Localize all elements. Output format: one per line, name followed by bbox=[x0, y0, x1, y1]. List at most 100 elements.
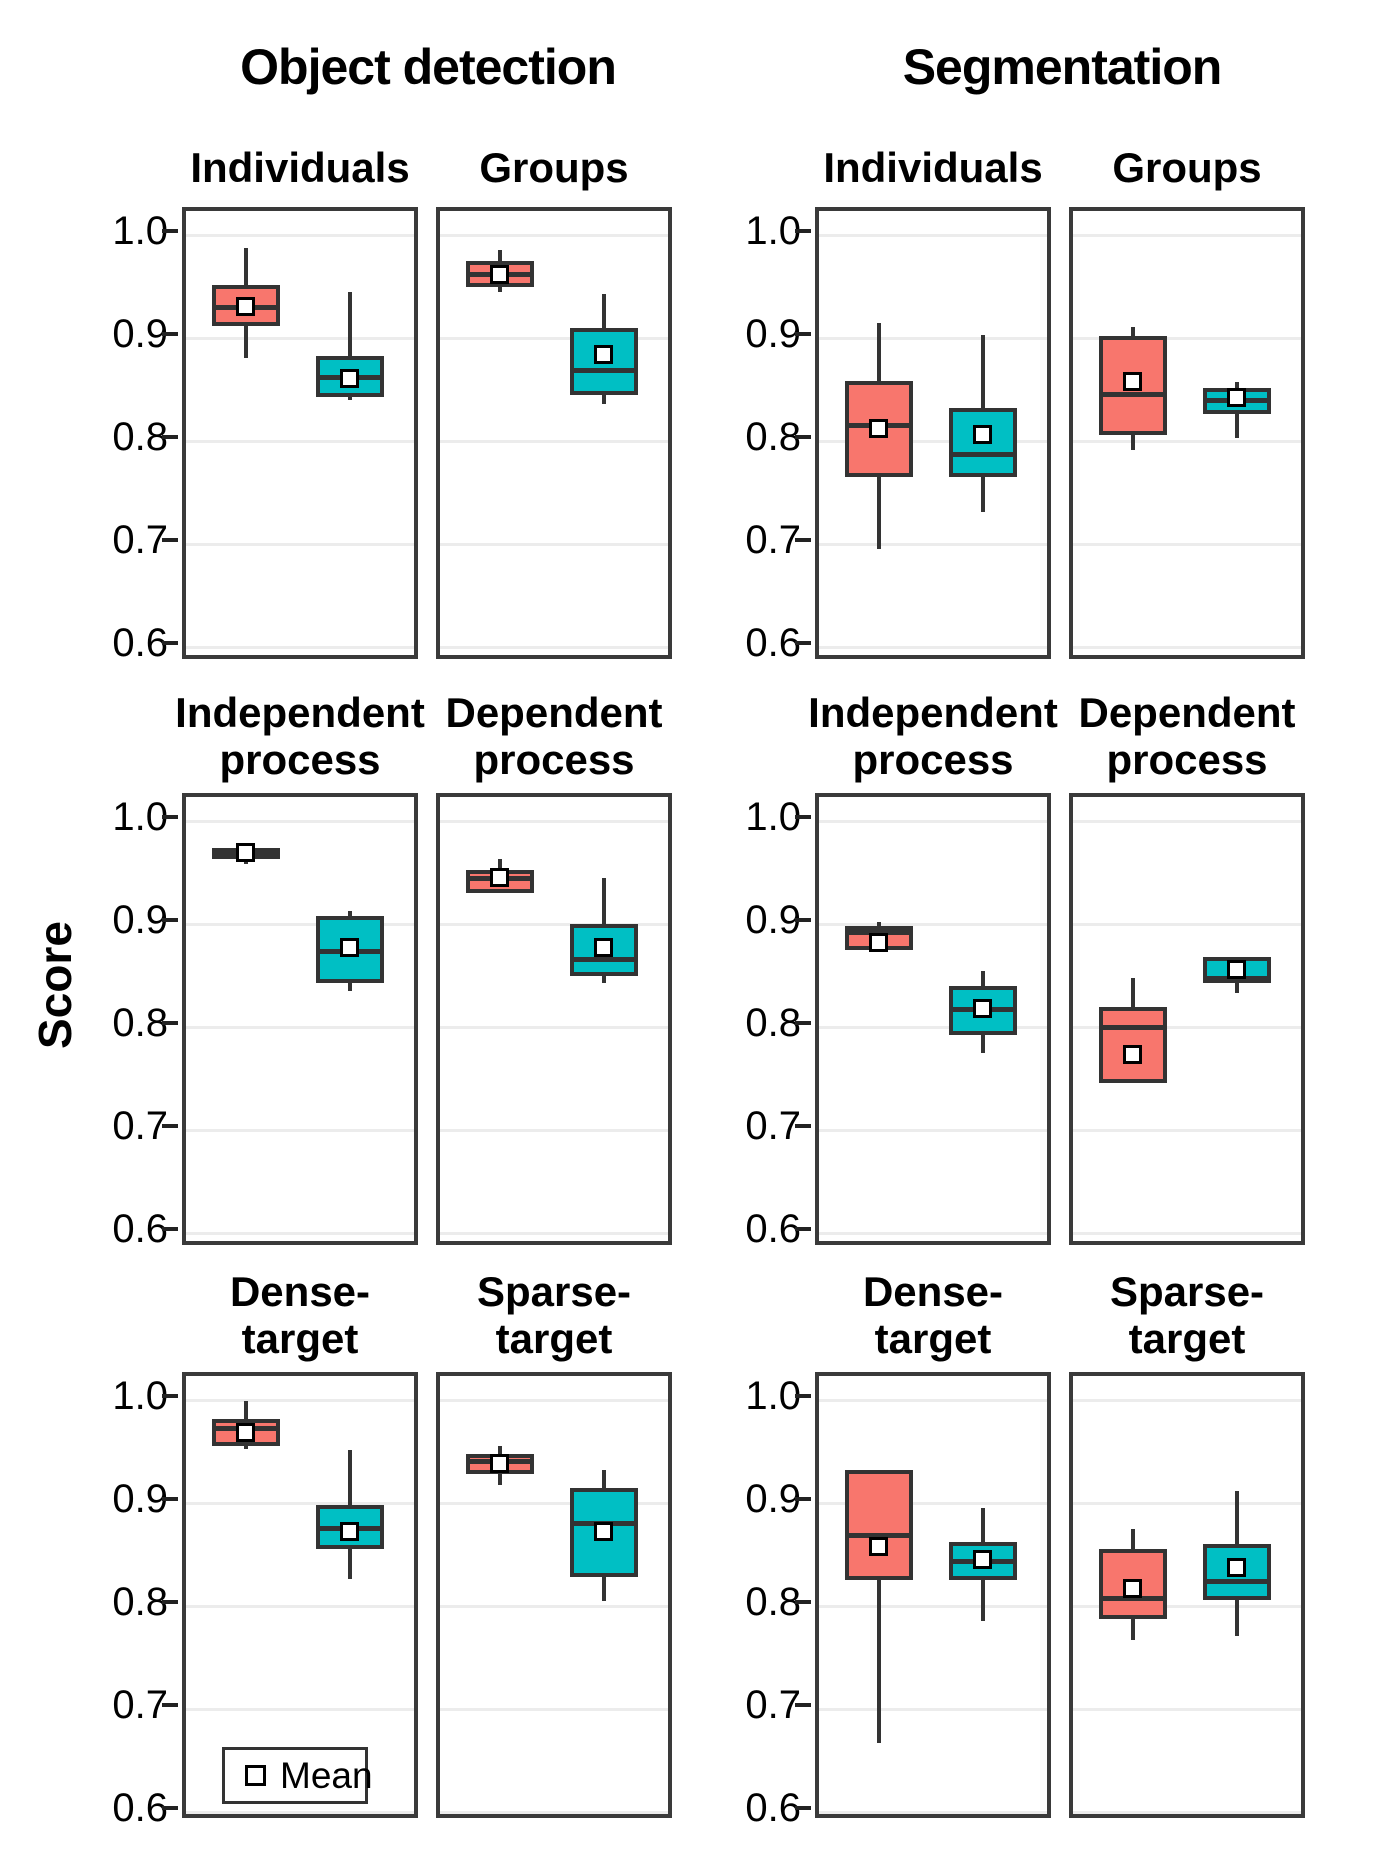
mean-marker-teal bbox=[594, 344, 614, 364]
gridline bbox=[819, 1810, 1047, 1814]
y-axis-tick bbox=[795, 1806, 811, 1810]
gridline bbox=[186, 1231, 414, 1235]
mean-marker-red bbox=[1123, 1045, 1143, 1065]
median-line-teal bbox=[948, 451, 1017, 457]
gridline bbox=[1073, 645, 1301, 649]
panel-segmentation-sparse-target bbox=[1069, 1372, 1305, 1818]
mean-marker-red bbox=[236, 843, 256, 863]
panel-title-independent-process: Independent process bbox=[175, 689, 425, 783]
gridline bbox=[440, 439, 668, 443]
y-axis-tick bbox=[162, 1394, 178, 1398]
gridline bbox=[440, 1398, 668, 1402]
panel-title-line: Individuals bbox=[190, 144, 410, 191]
gridline bbox=[440, 1604, 668, 1608]
panel-object-detection-groups bbox=[436, 207, 672, 659]
gridline bbox=[819, 1707, 1047, 1711]
gridline bbox=[819, 1025, 1047, 1029]
gridline bbox=[819, 645, 1047, 649]
y-axis-tick bbox=[162, 1703, 178, 1707]
gridline bbox=[440, 1501, 668, 1505]
panel-title-sparse-target: Sparse-target bbox=[1110, 1268, 1264, 1362]
y-axis-tick bbox=[162, 815, 178, 819]
y-tick-label: 0.8 bbox=[112, 415, 168, 459]
box-red bbox=[844, 1470, 913, 1581]
gridline bbox=[1073, 1810, 1301, 1814]
mean-marker-teal bbox=[1227, 1558, 1247, 1578]
y-tick-label: 0.8 bbox=[112, 1001, 168, 1045]
gridline bbox=[819, 542, 1047, 546]
gridline bbox=[440, 645, 668, 649]
gridline bbox=[1073, 1231, 1301, 1235]
y-tick-label: 0.9 bbox=[745, 1477, 801, 1521]
gridline bbox=[819, 1501, 1047, 1505]
mean-marker-teal bbox=[1227, 959, 1247, 979]
gridline bbox=[819, 233, 1047, 237]
panel-object-detection-dense-target bbox=[162, 1372, 418, 1818]
panel-title-groups: Groups bbox=[1112, 144, 1261, 191]
mean-marker-red bbox=[869, 1536, 889, 1556]
gridline bbox=[819, 1231, 1047, 1235]
panel-title-line: target bbox=[1128, 1315, 1246, 1362]
y-axis-tick bbox=[162, 1227, 178, 1231]
gridline bbox=[186, 1810, 414, 1814]
y-tick-label: 1.0 bbox=[745, 795, 801, 839]
panel-segmentation-individuals bbox=[795, 207, 1051, 659]
y-axis-tick bbox=[162, 538, 178, 542]
panel-title-sparse-target: Sparse-target bbox=[477, 1268, 631, 1362]
mean-marker-teal bbox=[594, 938, 614, 958]
gridline bbox=[819, 1128, 1047, 1132]
gridline bbox=[186, 645, 414, 649]
y-tick-label: 0.9 bbox=[112, 312, 168, 356]
whisker-red bbox=[876, 1470, 881, 1743]
y-tick-label: 0.9 bbox=[745, 898, 801, 942]
y-axis-tick bbox=[795, 641, 811, 645]
panel-title-individuals: Individuals bbox=[190, 144, 409, 191]
mean-marker-teal bbox=[340, 1522, 360, 1542]
panel-title-dense-target: Dense-target bbox=[230, 1268, 370, 1362]
gridline bbox=[819, 336, 1047, 340]
gridline bbox=[1073, 1501, 1301, 1505]
panel-segmentation-dense-target bbox=[795, 1372, 1051, 1818]
panel-title-individuals: Individuals bbox=[823, 144, 1042, 191]
y-tick-label: 0.7 bbox=[112, 1683, 168, 1727]
mean-marker-teal bbox=[973, 1550, 993, 1570]
panel-title-independent-process: Independent process bbox=[808, 689, 1058, 783]
whisker-teal bbox=[347, 291, 352, 400]
y-axis-tick bbox=[795, 229, 811, 233]
group-title-object-detection: Object detection bbox=[240, 39, 617, 95]
gridline bbox=[186, 439, 414, 443]
y-axis-tick bbox=[795, 538, 811, 542]
mean-marker-red bbox=[236, 1423, 256, 1443]
y-axis-tick bbox=[162, 1497, 178, 1501]
panel-title-line: target bbox=[495, 1315, 613, 1362]
gridline bbox=[1073, 819, 1301, 823]
mean-marker-teal bbox=[340, 368, 360, 388]
mean-marker-red bbox=[1123, 1578, 1143, 1598]
mean-legend: Mean bbox=[222, 1747, 373, 1804]
gridline bbox=[819, 819, 1047, 823]
mean-marker-teal bbox=[594, 1522, 614, 1542]
y-tick-label: 0.6 bbox=[112, 1786, 168, 1830]
panel-title-dependent-process: Dependent process bbox=[445, 689, 662, 783]
y-axis-tick bbox=[795, 918, 811, 922]
gridline bbox=[1073, 336, 1301, 340]
y-tick-label: 0.8 bbox=[745, 1580, 801, 1624]
gridline bbox=[1073, 542, 1301, 546]
panel-object-detection-dependent-process bbox=[436, 793, 672, 1245]
panel-title-line: target bbox=[241, 1315, 359, 1362]
gridline bbox=[186, 1501, 414, 1505]
median-line-red bbox=[1098, 392, 1167, 398]
y-tick-label: 1.0 bbox=[745, 209, 801, 253]
gridline bbox=[1073, 1398, 1301, 1402]
mean-marker-red bbox=[236, 296, 256, 316]
group-title-segmentation: Segmentation bbox=[902, 39, 1223, 95]
y-tick-label: 1.0 bbox=[745, 1374, 801, 1418]
gridline bbox=[440, 542, 668, 546]
gridline bbox=[440, 1707, 668, 1711]
gridline bbox=[186, 1604, 414, 1608]
gridline bbox=[186, 233, 414, 237]
gridline bbox=[186, 1398, 414, 1402]
y-axis-tick bbox=[162, 918, 178, 922]
y-tick-label: 0.7 bbox=[112, 518, 168, 562]
